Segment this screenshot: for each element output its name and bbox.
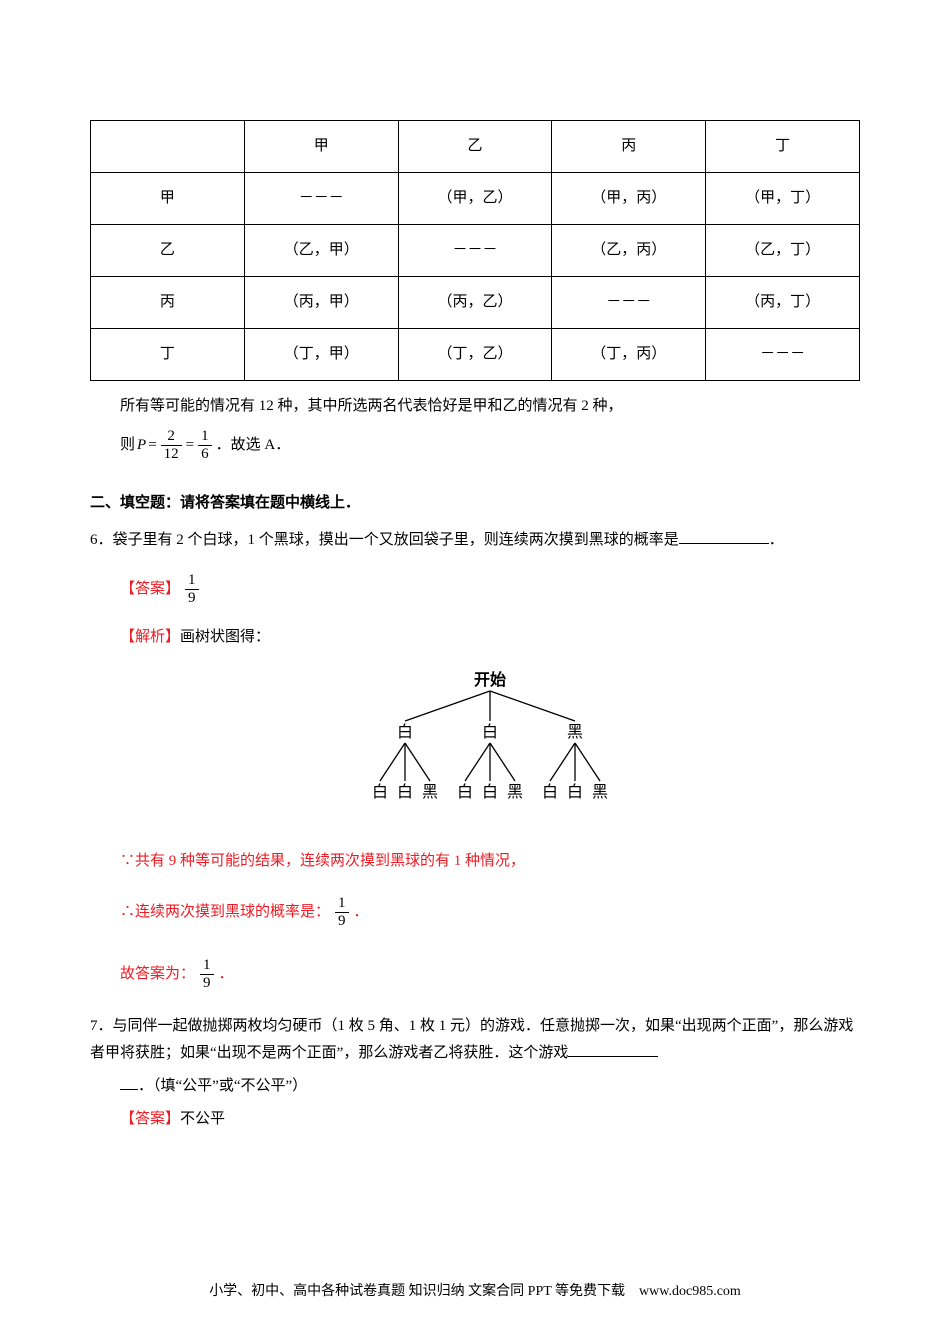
tree-svg: 开始白白黑白白黑白白黑白白黑 [325,667,655,822]
concl2-b: ． [354,899,369,926]
table-header-cell: 甲 [244,121,398,173]
q6-conclusion-1: ∵共有 9 种等可能的结果，连续两次摸到黑球的有 1 种情况， [120,848,860,875]
frac-1-6: 1 6 [198,428,212,462]
q7-text2: ．（填“公平”或“不公平”） [138,1078,307,1094]
q6-text-b: ． [769,532,784,548]
q7-answer: 【答案】不公平 [120,1106,860,1133]
fill-blank-cont [120,1075,138,1090]
table-cell: （乙，丁） [706,225,860,277]
table-header-cell [91,121,245,173]
q6-text-a: 袋子里有 2 个白球，1 个黑球，摸出一个又放回袋子里，则连续两次摸到黑球的概率… [113,532,679,548]
svg-text:白: 白 [397,783,413,801]
table-cell: （丙，乙） [398,277,552,329]
concl2-a: ∴连续两次摸到黑球的概率是： [120,899,330,926]
table-cell: （甲，丁） [706,173,860,225]
svg-text:白: 白 [397,723,413,741]
analysis-label: 【解析】 [120,629,180,645]
equals-sign: = [186,432,194,459]
q7-answer-text: 不公平 [180,1111,225,1127]
svg-text:白: 白 [372,783,388,801]
table-summary-line: 所有等可能的情况有 12 种，其中所选两名代表恰好是甲和乙的情况有 2 种， [90,393,860,420]
table-cell: （乙，丙） [552,225,706,277]
svg-text:黑: 黑 [592,784,608,801]
q6-answer: 【答案】 1 9 [120,572,860,606]
fill-blank [568,1042,658,1057]
table-cell: －－－ [244,173,398,225]
table-header-cell: 丙 [552,121,706,173]
section-2-heading: 二、填空题：请将答案填在题中横线上． [90,490,860,517]
eq-suffix: ．故选 A． [216,432,291,459]
answer-frac: 1 9 [185,572,199,606]
table-header-cell: 丁 [706,121,860,173]
fill-blank [679,529,769,544]
q7-text2-line: ．（填“公平”或“不公平”） [90,1073,860,1100]
svg-text:黑: 黑 [567,724,583,741]
svg-text:开始: 开始 [474,670,506,689]
table-cell: （甲，乙） [398,173,552,225]
q6-final: 故答案为： 1 9 ． [120,957,860,991]
final-b: ． [219,961,234,988]
svg-text:黑: 黑 [422,784,438,801]
table-cell: （甲，丙） [552,173,706,225]
svg-text:白: 白 [482,783,498,801]
svg-text:白: 白 [482,723,498,741]
final-a: 故答案为： [120,961,195,988]
p-variable: P [137,432,146,459]
analysis-text: 画树状图得： [180,629,270,645]
svg-text:黑: 黑 [507,784,523,801]
table-cell: 乙 [91,225,245,277]
answer-label: 【答案】 [120,1111,180,1127]
page-footer: 小学、初中、高中各种试卷真题 知识归纳 文案合同 PPT 等免费下载 www.d… [0,1279,950,1304]
question-6: 6．袋子里有 2 个白球，1 个黑球，摸出一个又放回袋子里，则连续两次摸到黑球的… [90,527,860,554]
eq-prefix: 则 [120,432,135,459]
table-cell: 甲 [91,173,245,225]
probability-equation: 则 P = 2 12 = 1 6 ．故选 A． [90,428,860,462]
concl-frac: 1 9 [335,895,349,929]
table-cell: （丁，丙） [552,329,706,381]
question-7: 7．与同伴一起做抛掷两枚均匀硬币（1 枚 5 角、1 枚 1 元）的游戏．任意抛… [90,1013,860,1067]
table-cell: （丙，甲） [244,277,398,329]
table-header-cell: 乙 [398,121,552,173]
table-cell: 丙 [91,277,245,329]
svg-text:白: 白 [567,783,583,801]
svg-text:白: 白 [542,783,558,801]
frac-2-12: 2 12 [161,428,182,462]
table-cell: 丁 [91,329,245,381]
table-cell: －－－ [552,277,706,329]
q7-text: 与同伴一起做抛掷两枚均匀硬币（1 枚 5 角、1 枚 1 元）的游戏．任意抛掷一… [90,1018,853,1061]
table-cell: （丁，乙） [398,329,552,381]
table-cell: －－－ [398,225,552,277]
table-cell: －－－ [706,329,860,381]
equals-sign: = [148,432,156,459]
table-cell: （乙，甲） [244,225,398,277]
final-frac: 1 9 [200,957,214,991]
table-cell: （丁，甲） [244,329,398,381]
svg-text:白: 白 [457,783,473,801]
tree-diagram: 开始白白黑白白黑白白黑白白黑 [120,667,860,832]
answer-label: 【答案】 [120,576,180,603]
q7-number: 7． [90,1018,113,1034]
q6-conclusion-2: ∴连续两次摸到黑球的概率是： 1 9 ． [120,895,860,929]
outcome-table: 甲乙丙丁甲－－－（甲，乙）（甲，丙）（甲，丁）乙（乙，甲）－－－（乙，丙）（乙，… [90,120,860,381]
page-content: 甲乙丙丁甲－－－（甲，乙）（甲，丙）（甲，丁）乙（乙，甲）－－－（乙，丙）（乙，… [90,120,860,1133]
q6-analysis-intro: 【解析】画树状图得： [120,624,860,651]
table-cell: （丙，丁） [706,277,860,329]
q6-number: 6． [90,532,113,548]
